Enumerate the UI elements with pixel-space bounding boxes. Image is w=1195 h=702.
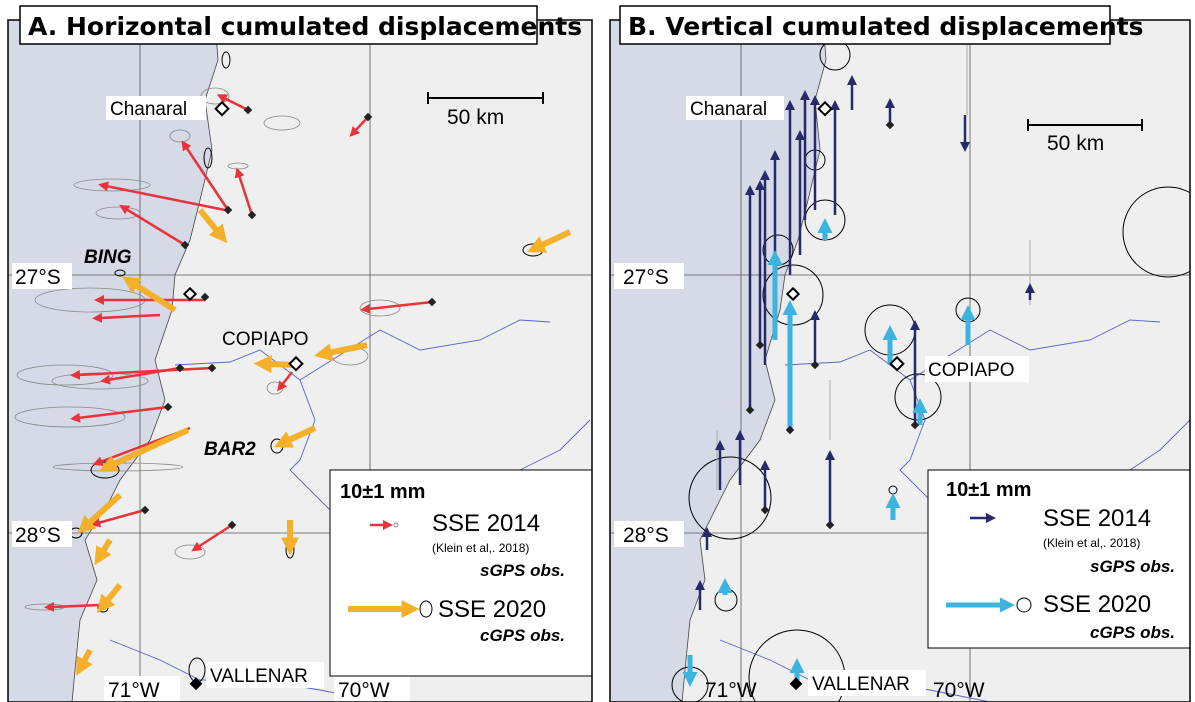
city-label: COPIAPO	[222, 329, 309, 350]
label-bg	[12, 263, 72, 289]
stations	[745, 100, 920, 691]
station-label: BAR2	[204, 439, 256, 460]
label-bg	[104, 676, 180, 702]
label-bg	[206, 662, 324, 688]
legend-entry: SSE 2020	[1043, 591, 1151, 618]
title-box	[619, 5, 1111, 45]
legend-obs: sGPS obs.	[1090, 557, 1175, 576]
label-bg	[614, 521, 684, 547]
lon-label: 71°W	[705, 679, 757, 702]
legend-scale: 10±1 mm	[340, 481, 425, 503]
city-label: Chanaral	[690, 99, 767, 120]
legend-obs: cGPS obs.	[480, 626, 565, 645]
scale-label: 50 km	[447, 106, 504, 129]
sse2014-arrows	[44, 94, 433, 612]
lat-label: 27°S	[623, 266, 669, 289]
panel-title: A. Horizontal cumulated displacements	[28, 12, 582, 41]
sse2020-arrows	[682, 218, 976, 687]
sse2014-arrows	[695, 75, 1035, 610]
title-box	[19, 5, 538, 45]
label-bg	[614, 263, 684, 289]
panel-title: B. Vertical cumulated displacements	[628, 12, 1144, 41]
legend: 10±1 mm SSE 2014 (Klein et al,. 2018) sG…	[927, 469, 1190, 649]
legend-entry: SSE 2014	[1043, 505, 1151, 532]
lon-label: 70°W	[933, 679, 985, 702]
label-bg	[334, 676, 410, 702]
legend-note: (Klein et al,. 2018)	[432, 541, 529, 555]
legend-entry: SSE 2020	[438, 596, 546, 623]
city-label: VALLENAR	[812, 674, 910, 695]
label-bg	[808, 670, 926, 696]
lat-label: 28°S	[15, 524, 61, 547]
city-label: COPIAPO	[928, 360, 1015, 381]
panel-b: Chanaral 50 km 27°S COPIAPO 28°S 71°W VA…	[610, 20, 1190, 702]
legend-scale: 10±1 mm	[946, 479, 1031, 501]
legend-obs: cGPS obs.	[1090, 623, 1175, 642]
legend-note: (Klein et al,. 2018)	[1043, 536, 1140, 550]
label-bg	[12, 521, 72, 547]
legend-entry: SSE 2014	[432, 510, 540, 537]
station-label: BING	[84, 247, 132, 268]
legend: 10±1 mm SSE 2014 (Klein et al,. 2018) sG…	[329, 469, 592, 677]
city-label: VALLENAR	[210, 666, 308, 687]
label-bg	[686, 96, 784, 120]
legend-obs: sGPS obs.	[480, 561, 565, 580]
panel-a: Chanaral 50 km BING 27°S COPIAPO BAR2 28…	[8, 20, 592, 702]
scale-label: 50 km	[1047, 132, 1104, 155]
label-bg	[925, 356, 1029, 382]
stations	[140, 100, 437, 691]
sse2020-arrows	[76, 208, 572, 676]
lat-label: 27°S	[15, 266, 61, 289]
lon-label: 70°W	[338, 679, 390, 702]
lon-label: 71°W	[108, 679, 160, 702]
label-bg	[106, 96, 206, 120]
lat-label: 28°S	[623, 524, 669, 547]
city-label: Chanaral	[110, 99, 187, 120]
